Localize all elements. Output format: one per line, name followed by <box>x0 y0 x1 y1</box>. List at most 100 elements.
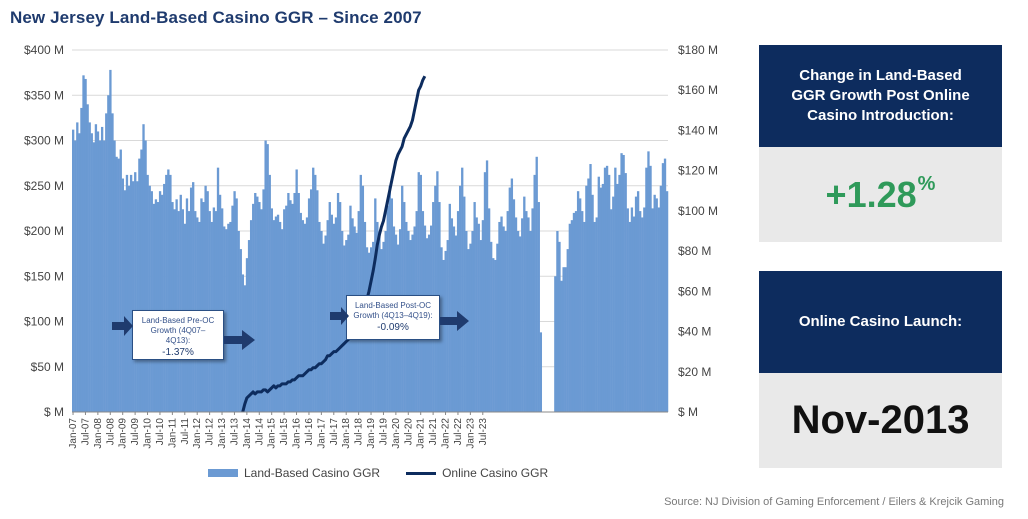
bar <box>502 226 505 412</box>
bar <box>634 196 638 412</box>
bar <box>463 196 466 412</box>
left-tick-label: $400 M <box>24 43 64 57</box>
bar <box>605 165 609 412</box>
left-axis: $400 M $350 M $300 M $250 M $200 M $150 M $100… <box>24 43 64 419</box>
bar <box>119 149 122 413</box>
bar <box>508 187 511 412</box>
arrow-right-icon <box>112 316 133 336</box>
bar <box>113 140 116 412</box>
bar <box>316 190 319 412</box>
bar <box>653 194 656 412</box>
bar <box>270 208 273 413</box>
arrow-right-icon <box>330 307 349 325</box>
bar <box>136 181 139 412</box>
x-tick-label: Jan-12 <box>192 418 203 449</box>
bar <box>84 78 87 413</box>
bar <box>326 220 329 412</box>
bar <box>322 243 325 412</box>
bar <box>134 172 137 412</box>
right-axis: $180 M $160 M $140 M $120 M $100 M $80 M $60 M… <box>678 43 718 419</box>
bar <box>587 178 590 412</box>
left-tick-label: $100 M <box>24 315 64 329</box>
callout-pre-oc: Land-Based Pre-OC Growth (4Q07–4Q13): -1… <box>132 310 224 360</box>
bar <box>537 202 540 412</box>
bar <box>560 280 563 412</box>
bar <box>626 208 629 413</box>
bar <box>272 220 276 412</box>
bar <box>318 221 321 412</box>
right-tick-label: $180 M <box>678 43 718 57</box>
x-tick-label: Jul-17 <box>329 418 340 446</box>
bar <box>314 174 317 412</box>
bar <box>620 153 623 413</box>
bar <box>125 174 129 412</box>
bar <box>554 276 557 412</box>
bar <box>591 194 594 412</box>
bar <box>107 95 110 412</box>
x-axis: Jan-07 Jul-07 Jan-08 Jul-08 Jan-09 Jul-09 Jan-… <box>68 411 668 449</box>
bar <box>189 187 193 412</box>
legend-label-online: Online Casino GGR <box>442 466 549 480</box>
right-tick-label: $120 M <box>678 164 718 178</box>
growth-change-body: +1.28% <box>759 147 1002 242</box>
bar <box>461 167 464 412</box>
x-tick-label: Jul-07 <box>81 418 92 446</box>
left-tick-label: $200 M <box>24 224 64 238</box>
bar <box>576 191 580 412</box>
x-tick-label: Jan-11 <box>167 418 178 448</box>
x-tick-label: Jul-12 <box>205 418 216 446</box>
x-tick-label: Jul-16 <box>304 418 315 446</box>
bar <box>140 149 143 413</box>
bar <box>599 187 603 412</box>
bar <box>225 229 228 412</box>
bar <box>456 211 460 412</box>
left-tick-label: $150 M <box>24 269 64 283</box>
bar <box>417 172 420 412</box>
right-tick-label: $100 M <box>678 204 718 218</box>
bar <box>117 158 120 412</box>
legend-line-swatch <box>406 471 437 475</box>
bar <box>494 259 497 412</box>
bar <box>100 126 104 413</box>
bar <box>144 140 147 412</box>
bar <box>566 249 569 412</box>
x-tick-label: Jul-09 <box>130 418 141 446</box>
bar <box>235 198 238 412</box>
bar <box>105 113 108 412</box>
bar <box>320 231 323 412</box>
bar <box>278 221 282 412</box>
bar <box>285 205 288 412</box>
x-tick-label: Jul-14 <box>254 418 265 446</box>
bar <box>281 229 284 412</box>
left-tick-label: $300 M <box>24 134 64 148</box>
bar <box>297 192 300 412</box>
bar <box>651 208 654 413</box>
bar <box>312 167 315 412</box>
bar <box>324 235 327 412</box>
bar <box>477 223 480 412</box>
bar <box>475 217 478 412</box>
growth-change-suffix: % <box>917 173 936 195</box>
source-note: Source: NJ Division of Gaming Enforcemen… <box>664 496 1004 508</box>
bar <box>529 231 532 412</box>
bar <box>239 249 242 412</box>
bar <box>148 185 151 412</box>
bar <box>74 140 77 412</box>
bar <box>487 208 491 413</box>
bar <box>618 174 621 412</box>
bar <box>212 207 216 412</box>
bar <box>123 190 127 412</box>
bar <box>160 194 164 412</box>
bar <box>589 164 592 412</box>
bar <box>305 217 309 412</box>
bar <box>142 124 145 413</box>
left-tick-label: $ M <box>44 405 64 419</box>
bar <box>610 209 613 412</box>
right-tick-label: $80 M <box>678 244 711 258</box>
bar <box>649 165 652 412</box>
bar <box>558 241 561 412</box>
bar <box>299 212 302 412</box>
bar <box>485 160 489 412</box>
bar <box>622 154 625 413</box>
bar <box>260 209 263 412</box>
